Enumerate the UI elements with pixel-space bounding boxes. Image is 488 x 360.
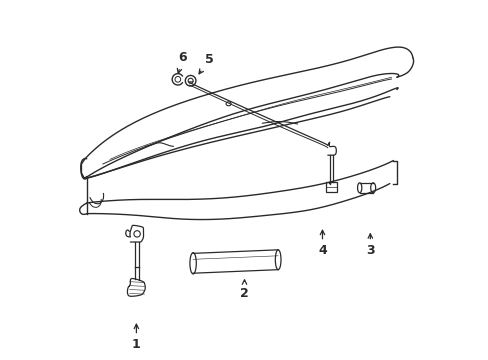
Ellipse shape [275,250,281,270]
Ellipse shape [134,231,140,237]
Text: 1: 1 [132,324,141,351]
Text: 3: 3 [365,234,374,257]
Ellipse shape [185,76,196,86]
Text: 4: 4 [318,230,326,257]
Bar [325,183,337,192]
Text: 6: 6 [177,51,186,73]
Ellipse shape [357,183,361,193]
Ellipse shape [225,102,230,106]
Ellipse shape [188,78,193,83]
Ellipse shape [189,253,196,274]
Text: 5: 5 [199,53,213,74]
Ellipse shape [370,183,375,193]
Text: 2: 2 [240,280,248,300]
